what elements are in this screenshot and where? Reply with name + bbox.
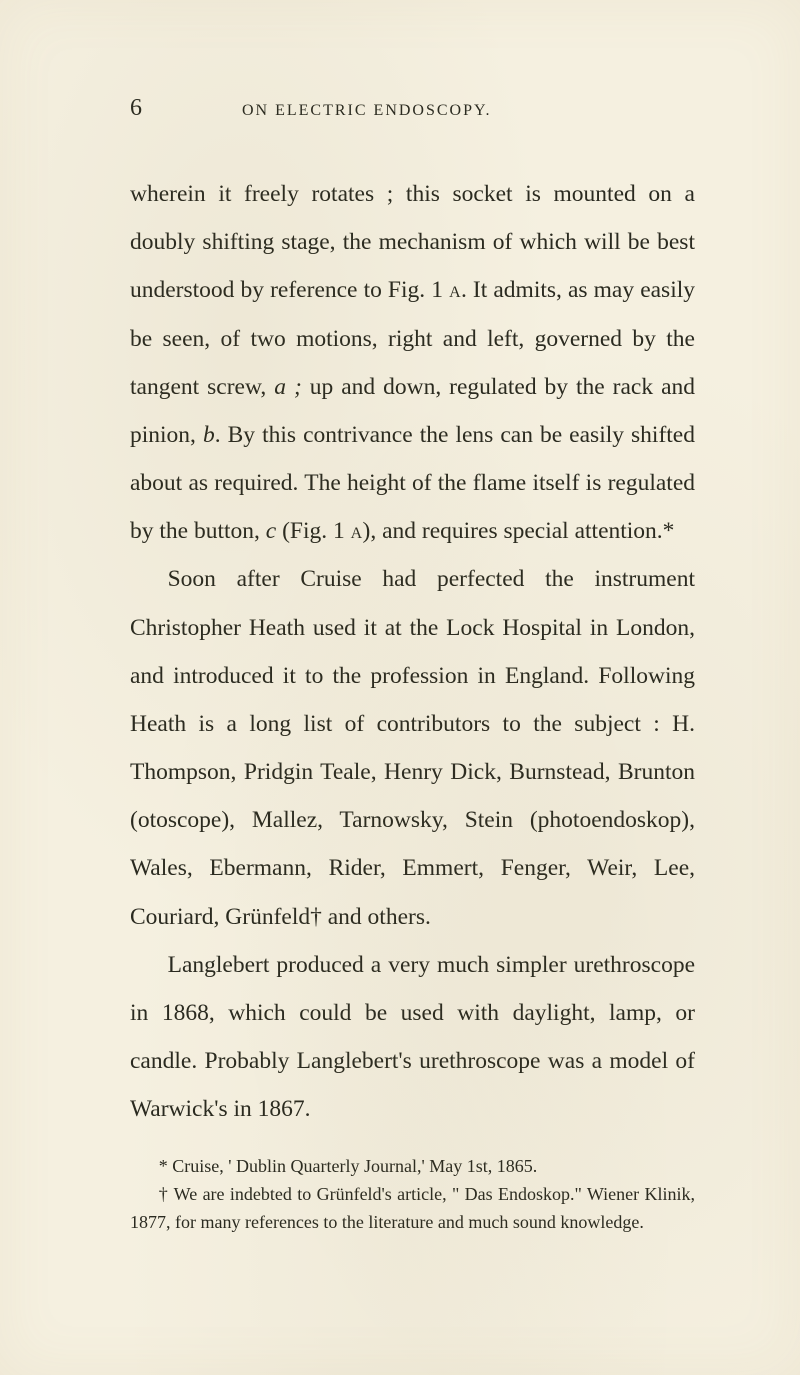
footnote-1: * Cruise, ' Dublin Quarterly Journal,' M… (130, 1153, 695, 1181)
body-text: wherein it freely rotates ; this socket … (130, 170, 695, 1133)
footnotes: * Cruise, ' Dublin Quarterly Journal,' M… (130, 1153, 695, 1237)
italic-b: b (203, 422, 215, 448)
running-head: ON ELECTRIC ENDOSCOPY. (242, 102, 492, 120)
text-run: ), and requires special attention.* (363, 518, 675, 544)
small-caps-a-2: a (351, 518, 363, 544)
paragraph-2: Soon after Cruise had perfected the inst… (130, 555, 695, 940)
page-header: 6 ON ELECTRIC ENDOSCOPY. (130, 95, 695, 122)
paragraph-3: Langlebert produced a very much simpler … (130, 941, 695, 1134)
small-caps-a: a (449, 277, 461, 303)
page: 6 ON ELECTRIC ENDOSCOPY. wherein it free… (0, 0, 800, 1375)
italic-c: c (266, 518, 276, 544)
paragraph-1: wherein it freely rotates ; this socket … (130, 170, 695, 555)
italic-a: a ; (274, 374, 302, 400)
text-run: (Fig. 1 (276, 518, 350, 544)
footnote-2: † We are indebted to Grünfeld's article,… (130, 1181, 695, 1237)
page-number: 6 (130, 95, 142, 122)
